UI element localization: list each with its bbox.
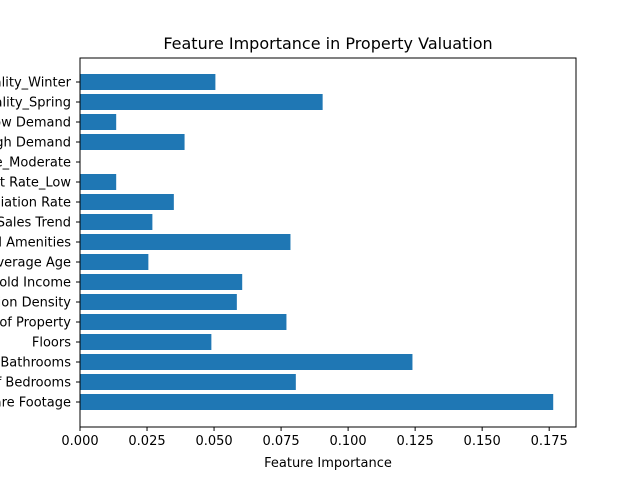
x-tick-label: 0.125 — [397, 434, 434, 449]
bar — [80, 274, 243, 290]
y-tick-label: Market High Demand — [0, 136, 71, 151]
bar — [80, 354, 413, 370]
bar — [80, 234, 291, 250]
bar — [80, 114, 117, 130]
plot-frame — [79, 57, 577, 428]
bar — [80, 334, 212, 350]
x-tick-label: 0.100 — [329, 434, 366, 449]
bar — [80, 374, 296, 390]
y-tick-label: Median Household Income — [0, 276, 71, 291]
bar — [80, 74, 216, 90]
x-axis: 0.000 0.025 0.050 0.075 0.100 0.125 0.150 0.175 — [61, 427, 568, 449]
bar — [80, 254, 149, 270]
y-tick-label: Number of Bedrooms — [0, 376, 71, 391]
y-tick-label: Market Low Demand — [0, 116, 71, 131]
x-tick-label: 0.175 — [531, 434, 568, 449]
bar — [80, 314, 287, 330]
y-tick-label: Square Footage — [0, 396, 71, 411]
x-tick-label: 0.050 — [195, 434, 232, 449]
y-tick-label: Floors — [32, 336, 71, 351]
bar — [80, 294, 237, 310]
y-tick-labels: Square Footage Number of Bedrooms Number o… — [0, 76, 80, 411]
y-tick-label: Seasonality_Spring — [0, 96, 71, 111]
bar — [80, 134, 185, 150]
y-tick-label: Seasonality_Winter — [0, 76, 72, 91]
bar — [80, 214, 153, 230]
bars-group — [80, 74, 554, 410]
bar — [80, 394, 554, 410]
y-tick-label: Number of Bathrooms — [0, 356, 71, 371]
bar — [80, 174, 117, 190]
bar — [80, 94, 323, 110]
x-tick-label: 0.075 — [262, 434, 299, 449]
chart-title: Feature Importance in Property Valuation — [163, 34, 492, 53]
y-tick-label: Population Density — [0, 296, 71, 311]
y-tick-label: Interest Rate_Low — [0, 176, 71, 191]
y-tick-label: Appreciation Rate — [0, 196, 71, 211]
x-tick-label: 0.000 — [61, 434, 98, 449]
y-tick-label: Average Age — [0, 256, 71, 271]
x-axis-label: Feature Importance — [264, 456, 392, 471]
y-tick-label: Age of Property — [0, 316, 71, 331]
x-tick-label: 0.150 — [464, 434, 501, 449]
y-tick-label: Local Amenities — [0, 236, 71, 251]
y-tick-label: Interest Rate_Moderate — [0, 156, 71, 171]
y-tick-label: Sales Trend — [0, 216, 71, 231]
x-tick-label: 0.025 — [128, 434, 165, 449]
bar — [80, 194, 174, 210]
